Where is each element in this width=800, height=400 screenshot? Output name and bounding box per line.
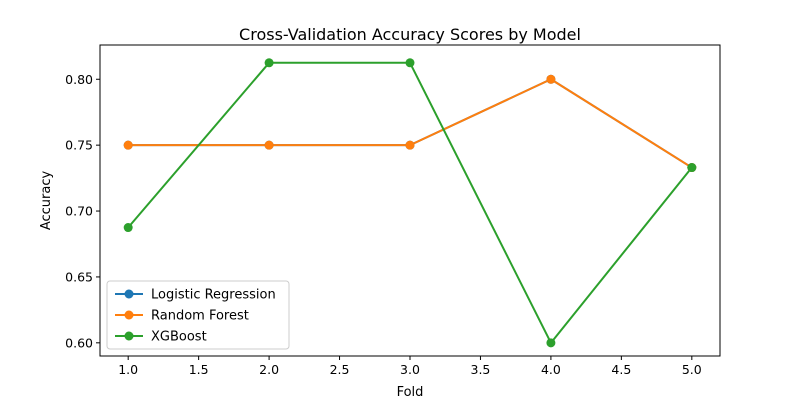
y-tick-label: 0.75 xyxy=(65,138,93,153)
data-point-xgboost xyxy=(546,338,556,348)
x-tick-label: 3.5 xyxy=(471,362,491,377)
legend: Logistic Regression Random Forest XGBoost xyxy=(106,280,290,350)
y-tick-label: 0.60 xyxy=(65,335,93,350)
x-tick-label: 4.5 xyxy=(611,362,631,377)
chart-title: Cross-Validation Accuracy Scores by Mode… xyxy=(239,25,581,44)
y-axis-ticks: 0.60 0.65 0.70 0.75 0.80 xyxy=(65,72,100,350)
x-tick-label: 4.0 xyxy=(541,362,561,377)
legend-marker-logistic-regression xyxy=(124,289,134,299)
data-point-xgboost xyxy=(687,163,697,173)
x-tick-label: 1.5 xyxy=(189,362,209,377)
legend-marker-random-forest xyxy=(124,310,134,320)
legend-label-random-forest: Random Forest xyxy=(151,309,249,324)
x-axis-ticks: 1.0 1.5 2.0 2.5 3.0 3.5 4.0 4.5 5.0 xyxy=(118,356,702,377)
data-point-random-forest xyxy=(546,74,556,84)
data-point-xgboost xyxy=(264,58,274,68)
data-point-xgboost xyxy=(123,223,133,233)
x-axis-label: Fold xyxy=(397,385,424,400)
x-tick-label: 5.0 xyxy=(682,362,702,377)
x-tick-label: 2.0 xyxy=(259,362,279,377)
x-tick-label: 2.5 xyxy=(330,362,350,377)
data-point-random-forest xyxy=(405,140,415,150)
data-point-random-forest xyxy=(123,140,133,150)
y-axis-label: Accuracy xyxy=(39,171,54,231)
y-tick-label: 0.65 xyxy=(65,269,93,284)
legend-marker-xgboost xyxy=(124,331,134,341)
legend-entries: Logistic Regression Random Forest XGBoost xyxy=(115,288,276,345)
x-tick-label: 3.0 xyxy=(400,362,420,377)
plot-markers xyxy=(123,58,697,348)
legend-label-logistic-regression: Logistic Regression xyxy=(151,288,276,303)
y-tick-label: 0.70 xyxy=(65,204,93,219)
y-tick-label: 0.80 xyxy=(65,72,93,87)
data-point-xgboost xyxy=(405,58,415,68)
legend-label-xgboost: XGBoost xyxy=(151,330,207,345)
legend-frame xyxy=(106,280,290,350)
data-point-random-forest xyxy=(264,140,274,150)
x-tick-label: 1.0 xyxy=(118,362,138,377)
